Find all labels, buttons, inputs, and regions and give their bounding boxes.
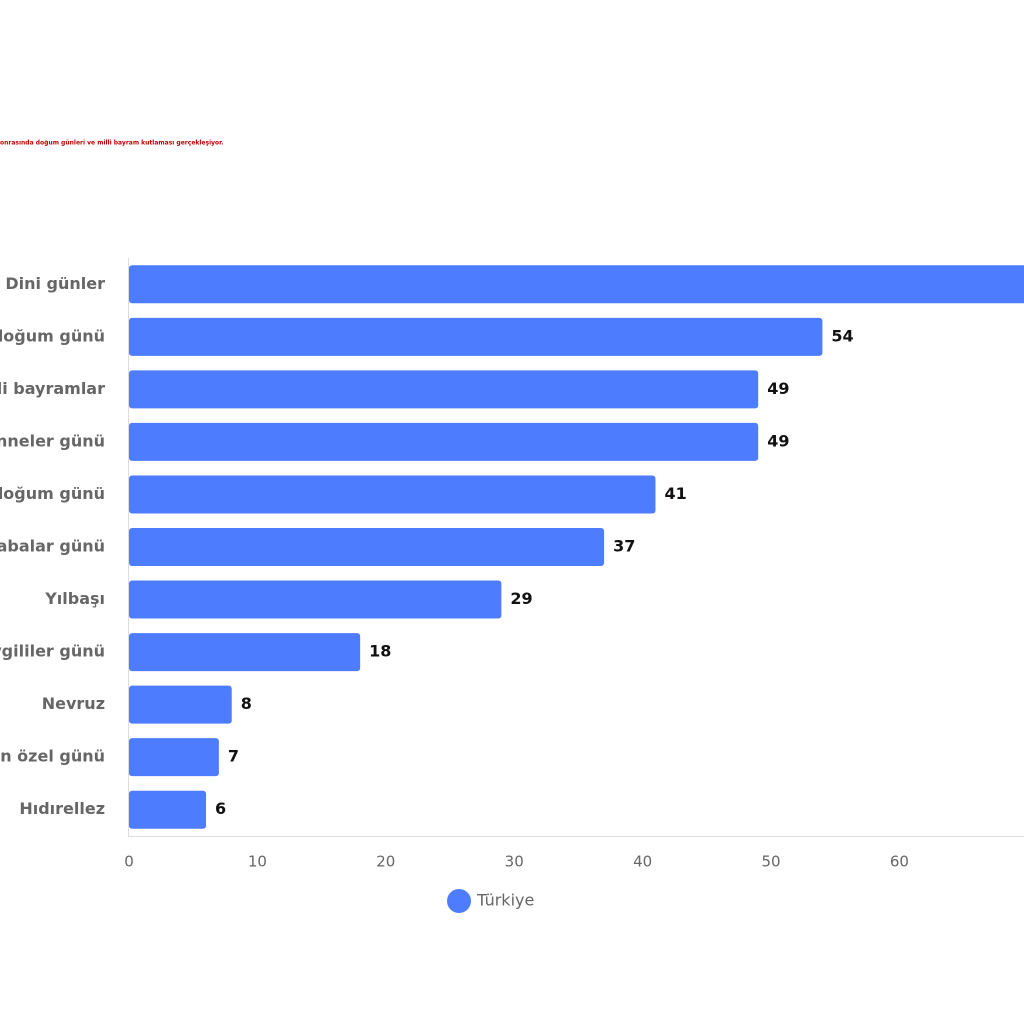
y-tick-label: doğum günü [0, 484, 105, 503]
x-tick-label: 20 [376, 853, 395, 871]
bar [129, 422, 759, 461]
bar [129, 475, 656, 514]
bar [129, 528, 605, 566]
bar [129, 580, 502, 619]
value-label: 18 [369, 642, 391, 661]
x-tick-label: 60 [890, 853, 909, 871]
x-tick-label: 40 [633, 853, 652, 871]
y-tick-label: illi bayramlar [0, 379, 105, 398]
value-label: 37 [613, 537, 635, 556]
x-tick-label: 10 [248, 853, 267, 871]
value-label: 7 [228, 747, 239, 766]
value-label: 41 [664, 484, 686, 503]
x-tick-label: 30 [505, 853, 524, 871]
y-tick-label: evgililer günü [0, 642, 105, 661]
bar [129, 370, 759, 409]
bar [129, 790, 207, 829]
y-tick-label: Dini günler [5, 274, 105, 293]
legend-marker [447, 889, 471, 913]
chart-subtitle: onrasında doğum günleri ve milli bayram … [0, 140, 224, 147]
y-tick-label: Nevruz [42, 694, 105, 713]
y-tick-label: Babalar günü [0, 537, 105, 556]
x-tick-label: 50 [761, 853, 780, 871]
bar [129, 317, 823, 356]
value-label: 8 [241, 694, 252, 713]
bar [129, 738, 219, 777]
value-label: 49 [767, 379, 789, 398]
y-tick-label: Yılbaşı [44, 589, 105, 608]
value-label: 6 [215, 799, 226, 818]
legend-label: Türkiye [476, 891, 534, 910]
value-label: 29 [510, 589, 532, 608]
x-tick-label: 0 [124, 853, 134, 871]
value-label: 49 [767, 431, 789, 450]
y-tick-label: doğum günü [0, 326, 105, 345]
value-label: 54 [831, 326, 853, 345]
y-tick-label: Anneler günü [0, 431, 105, 450]
bar [129, 265, 1024, 304]
bar [129, 633, 361, 672]
y-tick-label: Hıdırellez [19, 799, 105, 818]
y-tick-label: nun özel günü [0, 747, 105, 766]
bar [129, 685, 232, 724]
